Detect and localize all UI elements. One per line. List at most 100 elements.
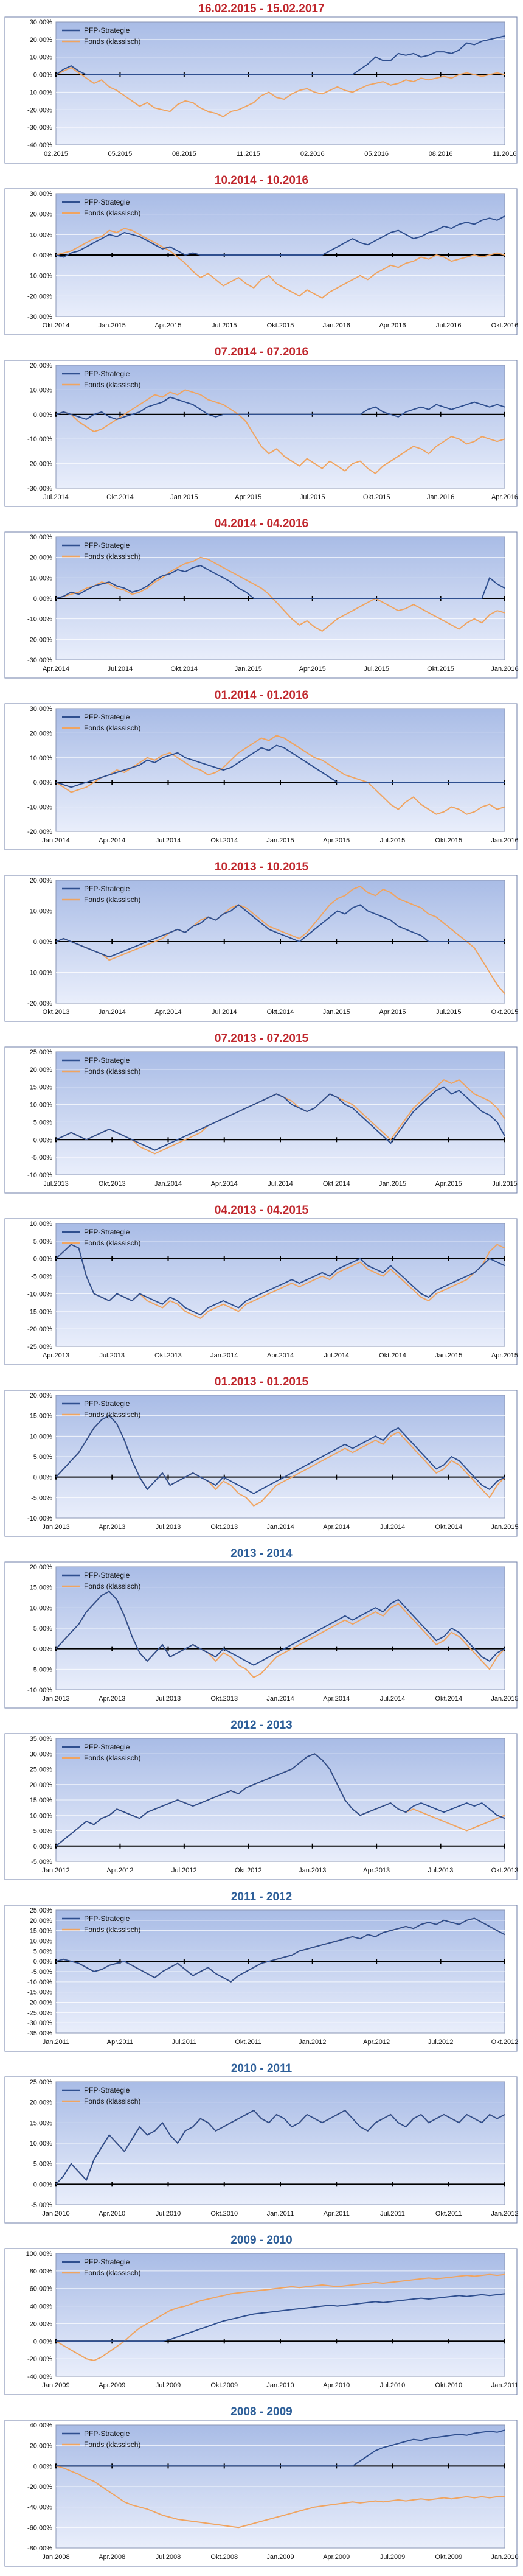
y-tick-label: 0,00% <box>33 1474 52 1482</box>
y-tick-label: 10,00% <box>30 755 53 762</box>
y-tick-label: 20,00% <box>30 2320 53 2328</box>
y-tick-label: -30,00% <box>27 313 52 321</box>
x-tick-label: Jan.2015 <box>379 1180 406 1188</box>
line-chart: 40,00% 20,00% 0,00% -20,00% -40,00% -60,00% -8… <box>4 2420 519 2567</box>
legend-label: PFP-Strategie <box>84 369 130 378</box>
y-tick-label: 20,00% <box>30 1066 53 1074</box>
series-line-fonds-klassisch <box>55 67 505 117</box>
x-tick-label: Jan.2013 <box>42 1524 69 1531</box>
y-tick-label: -20,00% <box>27 2000 52 2007</box>
x-tick-label: Jul.2015 <box>436 1009 462 1016</box>
x-tick-label: Apr.2014 <box>323 1524 350 1531</box>
x-tick-label: Jul.2011 <box>380 2210 405 2217</box>
line-chart: 20,00% 10,00% 0,00% -10,00% -20,00% Okt.2013 J… <box>4 875 518 1022</box>
x-tick-label: Apr.2011 <box>107 2039 133 2046</box>
series-line-fonds-klassisch <box>55 886 505 995</box>
x-tick-label: Jul.2013 <box>428 1867 454 1874</box>
y-tick-label: 25,00% <box>30 2079 53 2086</box>
legend: PFP-Strategie Fonds (klassisch) <box>62 713 140 732</box>
legend-label: Fonds (klassisch) <box>84 1410 140 1419</box>
x-tick-label: Jan.2012 <box>299 2039 326 2046</box>
x-tick-label: Okt.2014 <box>435 1524 462 1531</box>
legend: PFP-Strategie Fonds (klassisch) <box>62 1399 140 1419</box>
y-tick-label: 40,00% <box>30 2422 53 2429</box>
series-line-fonds-klassisch <box>55 2273 505 2361</box>
x-tick-label: Okt.2013 <box>491 1867 519 1874</box>
chart-title: 2011 - 2012 <box>230 1891 293 1903</box>
x-tick-label: Apr.2010 <box>99 2210 125 2217</box>
y-tick-label: 20,00% <box>30 211 53 219</box>
y-tick-label: -5,00% <box>31 1666 52 1673</box>
y-tick-label: 15,00% <box>30 1084 53 1091</box>
series-line-pfp-strategie <box>55 565 505 599</box>
x-tick-label: Jan.2014 <box>266 1524 294 1531</box>
series-line-pfp-strategie <box>55 1591 505 1666</box>
y-tick-label: 20,00% <box>30 730 53 737</box>
y-tick-label: 20,00% <box>30 1917 53 1925</box>
x-tick-label: 02.2016 <box>300 150 325 158</box>
x-tick-label: Okt.2014 <box>43 322 70 329</box>
legend-label: PFP-Strategie <box>84 713 130 721</box>
y-tick-label: -15,00% <box>27 1308 52 1315</box>
series-line-pfp-strategie <box>55 396 505 420</box>
x-tick-label: Okt.2009 <box>435 2553 462 2561</box>
x-tick-label: Okt.2013 <box>210 1695 238 1703</box>
x-tick-label: Apr.2015 <box>323 837 350 844</box>
y-tick-label: -15,00% <box>27 1989 52 1997</box>
x-tick-label: 11.2016 <box>493 150 517 158</box>
line-chart: 10,00% 5,00% 0,00% -5,00% -10,00% -15,00% -20,… <box>4 1218 518 1365</box>
x-tick-label: Jan.2008 <box>42 2553 69 2561</box>
y-tick-label: -20,00% <box>27 107 52 114</box>
x-tick-label: Jan.2014 <box>266 1695 294 1703</box>
x-tick-label: Okt.2013 <box>99 1180 126 1188</box>
y-tick-label: 10,00% <box>30 575 53 582</box>
legend-label: PFP-Strategie <box>84 1056 130 1065</box>
y-tick-label: -5,00% <box>31 1494 52 1502</box>
chart-panel: 07.2014 - 07.2016 20,00% 10,00% 0,00% -10,00… <box>0 343 523 515</box>
y-tick-label: -10,00% <box>27 970 52 977</box>
chart-title: 01.2013 - 01.2015 <box>214 1376 309 1388</box>
chart-title: 2012 - 2013 <box>230 1719 293 1732</box>
legend-label: PFP-Strategie <box>84 2086 130 2095</box>
legend-label: Fonds (klassisch) <box>84 37 140 46</box>
chart-panel: 01.2013 - 01.2015 20,00% 15,00% 10,00% 5,00%… <box>0 1373 523 1545</box>
x-tick-label: Jul.2009 <box>380 2553 406 2561</box>
chart-title: 10.2014 - 10.2016 <box>214 174 309 187</box>
y-tick-label: 0,00% <box>33 252 52 259</box>
y-tick-label: 0,00% <box>33 2338 52 2345</box>
legend: PFP-Strategie Fonds (klassisch) <box>62 1743 140 1762</box>
y-tick-label: 10,00% <box>30 1938 53 1945</box>
legend-label: Fonds (klassisch) <box>84 2097 140 2105</box>
x-tick-label: Jul.2013 <box>99 1352 125 1359</box>
y-tick-label: -10,00% <box>27 616 52 623</box>
legend-label: PFP-Strategie <box>84 1228 130 1236</box>
series-line-fonds-klassisch <box>55 228 505 299</box>
y-tick-label: -10,00% <box>27 1687 52 1694</box>
x-tick-label: Jul.2014 <box>324 1352 349 1359</box>
y-tick-label: 25,00% <box>30 1049 53 1056</box>
y-tick-label: 0,00% <box>33 595 52 603</box>
y-tick-label: 0,00% <box>33 72 52 79</box>
x-tick-label: Jan.2011 <box>43 2039 69 2046</box>
y-tick-label: -10,00% <box>27 1172 52 1179</box>
y-tick-label: 10,00% <box>30 1102 53 1109</box>
legend-label: Fonds (klassisch) <box>84 724 140 732</box>
x-tick-label: Jan.2015 <box>235 665 262 673</box>
x-tick-label: Okt.2015 <box>435 837 462 844</box>
x-tick-label: 02.2015 <box>44 150 68 158</box>
x-tick-label: Okt.2014 <box>435 1695 462 1703</box>
y-tick-label: 100,00% <box>26 2250 53 2258</box>
y-tick-label: 5,00% <box>33 1119 52 1126</box>
legend: PFP-Strategie Fonds (klassisch) <box>62 369 140 389</box>
y-tick-label: 0,00% <box>33 2463 52 2470</box>
y-tick-label: -20,00% <box>27 1326 52 1333</box>
legend-label: PFP-Strategie <box>84 1914 130 1923</box>
line-chart: 25,00% 20,00% 15,00% 10,00% 5,00% 0,00% -5,00%… <box>4 1046 518 1194</box>
x-tick-label: Jul.2015 <box>300 494 325 501</box>
x-tick-label: Apr.2014 <box>43 665 69 673</box>
y-tick-label: -30,00% <box>27 124 52 131</box>
x-tick-label: 08.2015 <box>172 150 196 158</box>
legend-label: PFP-Strategie <box>84 198 130 206</box>
y-tick-label: 10,00% <box>30 1220 53 1228</box>
legend: PFP-Strategie Fonds (klassisch) <box>62 26 140 46</box>
